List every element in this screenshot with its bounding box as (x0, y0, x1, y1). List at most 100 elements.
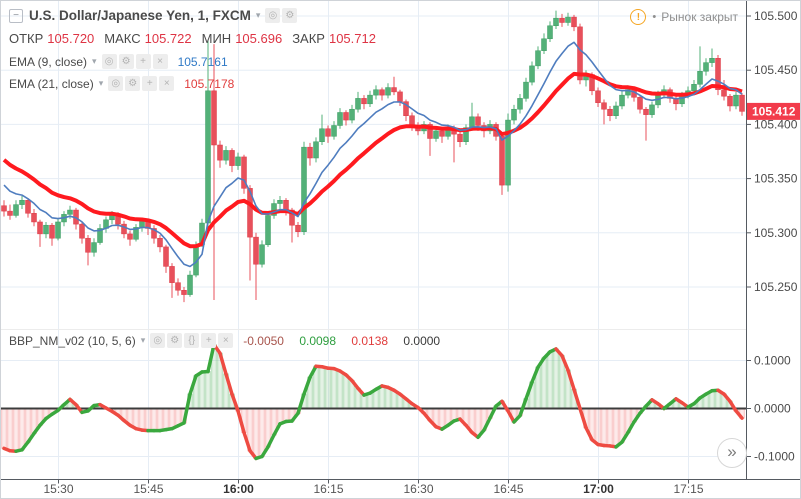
candle-body (151, 228, 157, 239)
candle-body (463, 127, 469, 142)
candle-body (157, 237, 163, 248)
eye-icon[interactable]: ◎ (101, 54, 117, 69)
source-code-icon[interactable]: {} (184, 333, 200, 348)
indicator-axis-label: 0.0000 (754, 402, 791, 416)
histogram-bar (607, 408, 613, 447)
gear-icon[interactable]: ⚙ (125, 76, 141, 91)
indicator-line-segment (572, 387, 582, 411)
time-axis-label: 15:45 (133, 482, 163, 496)
indicator-line-segment (500, 399, 510, 413)
eye-icon[interactable]: ◎ (108, 76, 124, 91)
status-dot-icon: • (652, 11, 657, 23)
price-axis-label: 105.300 (754, 226, 798, 240)
candle-body (361, 98, 367, 105)
candle-body (307, 146, 313, 159)
candle-body (139, 220, 145, 228)
indicator-line-segment (632, 411, 642, 424)
candle-body (343, 112, 349, 121)
candle-body (247, 188, 253, 238)
candle-body (67, 209, 73, 215)
candle-body (19, 200, 25, 205)
plus-icon[interactable]: + (201, 333, 217, 348)
price-axis: 105.500 105.450 105.400 105.350 105.300 105.2… (746, 9, 798, 464)
time-axis-label: 17:00 (583, 482, 614, 496)
gear-icon[interactable]: ⚙ (118, 54, 134, 69)
chevron-down-icon[interactable]: ▾ (92, 56, 97, 66)
candle-body (547, 25, 553, 40)
histogram-bar (169, 408, 175, 430)
candle-body (13, 204, 19, 216)
candle-body (163, 246, 169, 267)
candle-body (715, 58, 721, 90)
candle-body (31, 213, 37, 223)
histogram-bar (133, 408, 139, 430)
candle-body (319, 128, 325, 142)
collapse-pane-icon[interactable]: − (9, 8, 23, 23)
indicator-line-segment (728, 399, 738, 413)
close-icon[interactable]: × (159, 76, 175, 91)
candle-body (205, 90, 211, 224)
candle-body (169, 266, 175, 283)
candle-body (727, 95, 733, 107)
symbol-header: − U.S. Dollar/Japanese Yen, 1, FXCM ▾ ◎ … (9, 8, 299, 23)
ema9-label[interactable]: EMA (9, close) (9, 54, 88, 69)
histogram-bar (199, 371, 205, 409)
bbp-legend-row: BBP_NM_v02 (10, 5, 6) ▾ ◎ ⚙ {} + × -0.00… (9, 333, 440, 348)
price-axis-label: 105.500 (754, 9, 798, 23)
candle-body (121, 223, 127, 235)
histogram-bar (145, 408, 151, 432)
candle-body (517, 98, 523, 110)
bbp-label[interactable]: BBP_NM_v02 (10, 5, 6) (9, 333, 136, 348)
candle-body (241, 156, 247, 189)
histogram-bar (541, 357, 547, 410)
indicator-line-segment (584, 425, 594, 442)
plus-icon[interactable]: + (142, 76, 158, 91)
gear-icon[interactable]: ⚙ (282, 8, 298, 23)
histogram-bar (205, 371, 211, 410)
candle-body (55, 221, 61, 239)
histogram-bar (379, 385, 385, 410)
candle-body (91, 242, 97, 253)
candle-body (643, 108, 649, 115)
grid-layer (1, 1, 746, 479)
warning-icon[interactable]: ! (630, 9, 647, 25)
chevron-down-icon[interactable]: ▾ (140, 335, 146, 345)
chevron-down-icon[interactable]: ▾ (98, 78, 104, 88)
chevron-down-icon[interactable]: ▾ (255, 10, 261, 20)
time-axis-label: 16:00 (223, 482, 254, 496)
bbp-value-4: 0.0000 (403, 333, 441, 348)
histogram-bar (253, 408, 259, 459)
candle-body (181, 290, 187, 295)
plus-icon[interactable]: + (135, 54, 151, 69)
bbp-value-3: 0.0138 (351, 333, 389, 348)
symbol-title[interactable]: U.S. Dollar/Japanese Yen, 1, FXCM (29, 8, 251, 23)
close-value: 105.712 (328, 31, 376, 46)
candle-body (529, 65, 535, 83)
eye-icon[interactable]: ◎ (265, 8, 281, 23)
gear-icon[interactable]: ⚙ (167, 333, 183, 348)
candle-body (433, 130, 439, 139)
ema21-line (2, 71, 743, 249)
eye-icon[interactable]: ◎ (150, 333, 166, 348)
close-icon[interactable]: × (218, 333, 234, 348)
indicator-line-segment (242, 430, 252, 453)
histogram-bar (19, 408, 25, 451)
candle-body (739, 94, 745, 112)
candle-body (691, 84, 697, 92)
ema9-value: 105.7161 (177, 54, 228, 69)
ema21-label[interactable]: EMA (21, close) (9, 76, 94, 91)
candle-body (439, 130, 445, 137)
histogram-bar (13, 408, 19, 452)
indicator-line-segment (620, 430, 630, 444)
close-icon[interactable]: × (152, 54, 168, 69)
candle-body (187, 274, 193, 295)
candle-body (499, 136, 505, 186)
indicator-line-segment (530, 365, 540, 384)
panel-expand-button[interactable]: » (717, 438, 747, 468)
time-axis-label: 16:15 (313, 482, 343, 496)
open-label: ОТКР (9, 31, 44, 46)
price-axis-label: 105.450 (754, 63, 798, 77)
histogram-bar (385, 386, 391, 410)
